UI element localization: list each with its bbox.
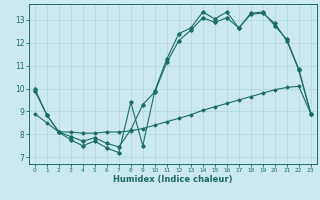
X-axis label: Humidex (Indice chaleur): Humidex (Indice chaleur) bbox=[113, 175, 233, 184]
